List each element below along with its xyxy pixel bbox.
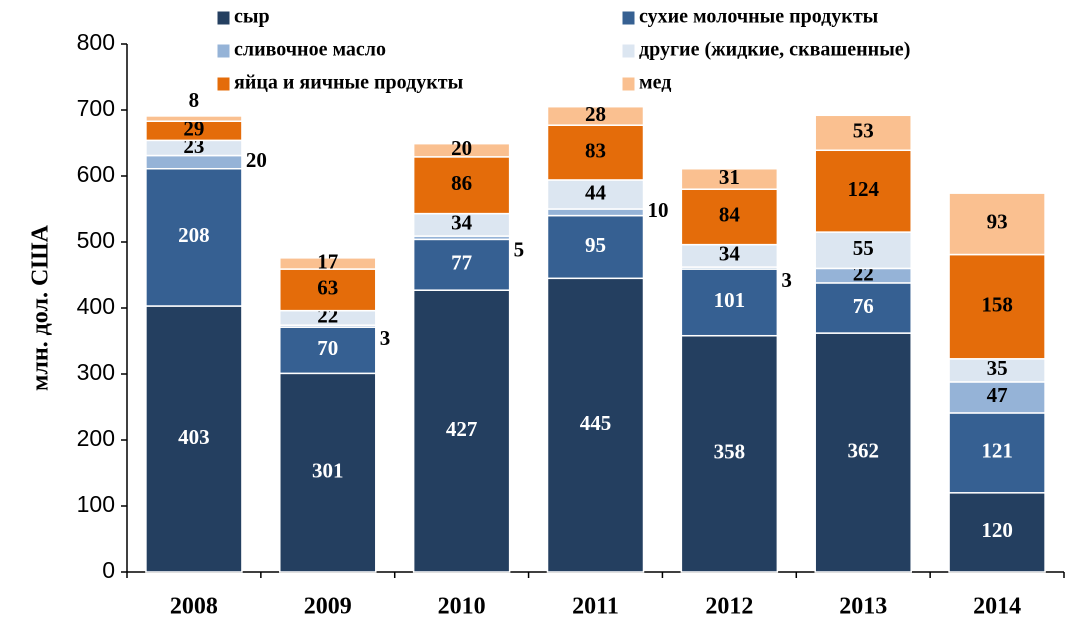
legend-swatch (621, 43, 636, 59)
bar-segment (279, 372, 377, 573)
bar-segment (412, 289, 511, 573)
bar-segment (814, 282, 912, 334)
data-label: 34 (719, 242, 741, 266)
data-label: 120 (981, 518, 1013, 542)
x-tick-label: 2013 (839, 594, 887, 620)
bar-segment (412, 238, 511, 291)
bar-segment (814, 332, 912, 573)
data-label: 29 (183, 117, 204, 141)
data-label: 28 (585, 102, 606, 126)
x-tick-label: 2011 (572, 594, 619, 620)
data-label: 121 (981, 439, 1013, 463)
bar-segment (680, 268, 779, 337)
data-label: 34 (451, 211, 473, 235)
data-label: 63 (317, 276, 338, 300)
bar-segment (546, 105, 645, 126)
bar-segment (680, 334, 779, 573)
bar-segment (814, 114, 912, 152)
data-label: 47 (987, 383, 1008, 407)
bar-segment (145, 167, 243, 307)
data-label: 10 (648, 198, 669, 222)
legend-swatch (216, 43, 231, 59)
data-label: 124 (847, 177, 879, 201)
legend-label: сливочное масло (234, 39, 386, 61)
legend-swatch (216, 76, 231, 92)
x-tick-label: 2012 (705, 594, 753, 620)
y-tick-label: 800 (77, 29, 115, 55)
legend-swatch (621, 76, 636, 92)
data-label: 427 (446, 417, 478, 441)
bar-segment (948, 253, 1046, 360)
data-label: 44 (585, 180, 607, 204)
data-label: 86 (451, 171, 472, 195)
bar-segment (546, 214, 645, 280)
data-label: 76 (853, 294, 874, 318)
data-label: 83 (585, 138, 606, 162)
data-label: 20 (246, 148, 267, 172)
bar-segment (412, 142, 511, 158)
data-label: 158 (981, 292, 1013, 316)
y-tick-label: 200 (77, 425, 115, 451)
data-label: 77 (451, 251, 472, 275)
y-tick-label: 500 (77, 227, 115, 253)
data-label: 20 (451, 136, 472, 160)
data-label: 101 (714, 288, 746, 312)
y-tick-label: 0 (102, 557, 115, 583)
bar-segment (546, 124, 645, 181)
bar-segment (948, 381, 1046, 414)
legend-label: мед (639, 72, 671, 94)
x-tick-label: 2008 (170, 594, 218, 620)
data-label: 55 (853, 236, 874, 260)
bar-segment (546, 179, 645, 210)
legend-label: яйца и яичные продукты (234, 72, 464, 94)
x-tick-label: 2009 (304, 594, 352, 620)
data-label: 362 (847, 438, 879, 462)
data-label: 301 (312, 458, 344, 482)
bar-segment (814, 149, 912, 233)
data-label: 31 (719, 165, 740, 189)
y-tick-label: 600 (77, 161, 115, 187)
bar-segment (948, 192, 1046, 256)
y-axis-title: млн. дол. США (28, 224, 54, 391)
y-tick-label: 400 (77, 293, 115, 319)
data-label: 53 (853, 119, 874, 143)
legend-label: сухие молочные продукты (639, 6, 879, 28)
legend-swatch (621, 10, 636, 26)
data-label: 8 (189, 88, 200, 112)
data-label: 35 (987, 356, 1008, 380)
legend-label: другие (жидкие, сквашенные) (639, 39, 910, 61)
x-tick-label: 2010 (438, 594, 486, 620)
bar-segment (412, 156, 511, 215)
data-label: 3 (781, 268, 792, 292)
data-label: 445 (580, 411, 612, 435)
bar-segment (948, 412, 1046, 494)
y-tick-label: 100 (77, 491, 115, 517)
y-tick-label: 300 (77, 359, 115, 385)
bar-segment (279, 268, 377, 312)
data-label: 84 (719, 203, 741, 227)
data-label: 93 (987, 210, 1008, 234)
bar-segment (814, 231, 912, 270)
data-label: 403 (178, 425, 210, 449)
data-label: 95 (585, 233, 606, 257)
bar-segment (279, 257, 377, 270)
data-label: 3 (380, 326, 391, 350)
bar-segment (145, 115, 243, 122)
y-tick-label: 700 (77, 95, 115, 121)
data-label: 358 (714, 440, 746, 464)
legend-label: сыр (234, 6, 270, 28)
bar-segment (680, 167, 779, 190)
legend-swatch (216, 10, 231, 26)
bar-segment (546, 208, 645, 217)
bar-segment (546, 277, 645, 573)
bar-segment (279, 326, 377, 375)
x-tick-label: 2014 (973, 594, 1021, 620)
data-label: 208 (178, 223, 210, 247)
data-label: 70 (317, 336, 338, 360)
bar-segment (948, 492, 1046, 573)
data-label: 5 (514, 238, 525, 262)
data-label: 17 (317, 249, 338, 273)
